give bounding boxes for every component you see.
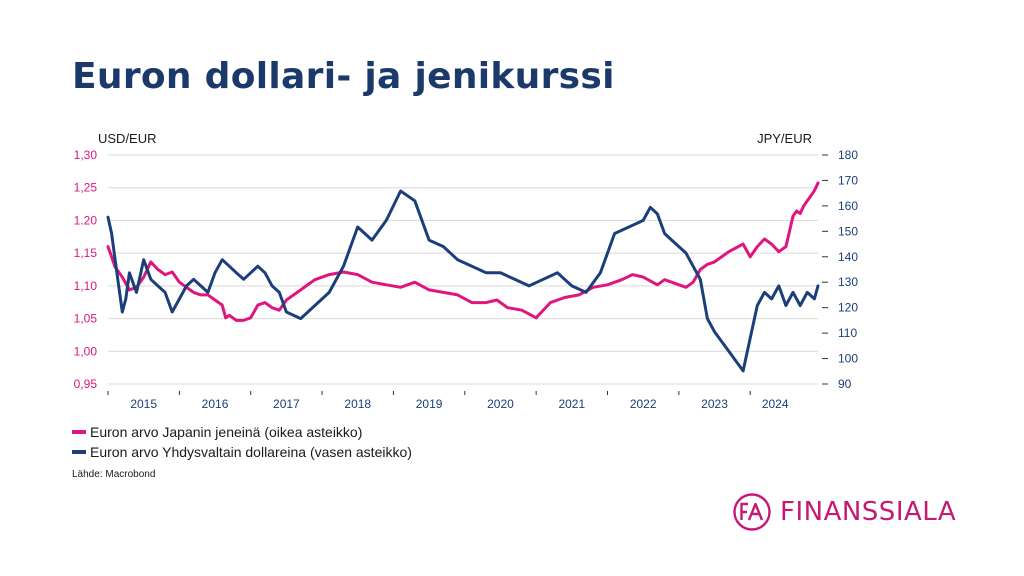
series-group [106,181,820,373]
gridlines [108,154,818,385]
x-tick-label: 2017 [273,397,300,411]
right-tick-label: 120 [838,301,858,315]
left-tick-label: 1,10 [74,279,98,293]
left-tick-label: 1,15 [74,246,98,260]
left-tick-label: 1,00 [74,344,98,358]
right-tick-label: 130 [838,275,858,289]
series-line-usd [106,189,820,373]
x-tick-label: 2019 [416,397,443,411]
right-axis-label: JPY/EUR [757,131,812,146]
x-tick-label: 2018 [344,397,371,411]
page-title: Euron dollari- ja jenikurssi [72,56,615,97]
right-tick-label: 150 [838,224,858,238]
logo-monogram-icon [733,493,771,531]
x-tick-label: 2020 [487,397,514,411]
right-tick-label: 140 [838,250,858,264]
left-axis: 1,30 1,25 1.20 1,15 1,10 1,05 1,00 0,95 [74,148,98,391]
x-tick-label: 2022 [630,397,657,411]
legend-swatch-jpy [72,430,86,434]
right-tick-label: 100 [838,352,858,366]
legend-item-usd: Euron arvo Yhdysvaltain dollareina (vase… [72,442,412,462]
right-tick-label: 160 [838,199,858,213]
legend-label-jpy: Euron arvo Japanin jeneinä (oikea asteik… [90,424,363,440]
right-tick-label: 170 [838,173,858,187]
left-tick-label: 1,30 [74,148,98,162]
right-tick-label: 180 [838,148,858,162]
left-tick-label: 1.20 [74,213,98,227]
left-axis-label: USD/EUR [98,131,157,146]
series-line-jpy [106,181,820,322]
finanssiala-logo[interactable]: FINANSSIALA [732,492,956,532]
right-axis: 180 170 160 150 140 130 120 110 100 90 [822,148,858,391]
left-tick-label: 1,05 [74,312,98,326]
legend-label-usd: Euron arvo Yhdysvaltain dollareina (vase… [90,444,412,460]
legend: Euron arvo Japanin jeneinä (oikea asteik… [72,422,412,462]
logo-text: FINANSSIALA [780,497,957,527]
legend-item-jpy: Euron arvo Japanin jeneinä (oikea asteik… [72,422,412,442]
legend-swatch-usd [72,450,86,454]
x-tick-label: 2021 [558,397,585,411]
x-tick-label: 2015 [130,397,157,411]
source-note: Lähde: Macrobond [72,469,156,480]
x-axis: 2015 2016 2017 2018 2019 2020 2021 2022 2023 2024 [107,391,789,411]
x-tick-label: 2023 [701,397,728,411]
left-tick-label: 0,95 [74,377,98,391]
chart: 1,301,251.201,151,101,051,000,95 1801701… [74,131,859,411]
left-tick-label: 1,25 [74,181,98,195]
right-tick-label: 110 [838,326,857,340]
x-tick-label: 2016 [202,397,229,411]
x-tick-label: 2024 [762,397,789,411]
right-tick-label: 90 [838,377,852,391]
